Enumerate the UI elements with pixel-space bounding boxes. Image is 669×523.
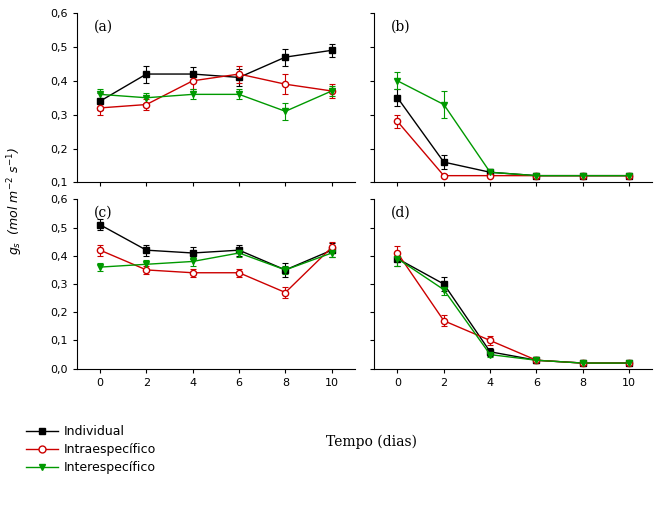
Text: (b): (b)	[391, 20, 411, 34]
Text: (d): (d)	[391, 206, 411, 220]
Legend: Individual, Intraespecífico, Interespecífico: Individual, Intraespecífico, Interespecí…	[26, 425, 156, 474]
Text: (a): (a)	[94, 20, 113, 34]
Text: Tempo (dias): Tempo (dias)	[326, 435, 417, 449]
Text: (c): (c)	[94, 206, 112, 220]
Text: $g_s$  (mol m$^{-2}$ s$^{-1}$): $g_s$ (mol m$^{-2}$ s$^{-1}$)	[5, 147, 25, 255]
